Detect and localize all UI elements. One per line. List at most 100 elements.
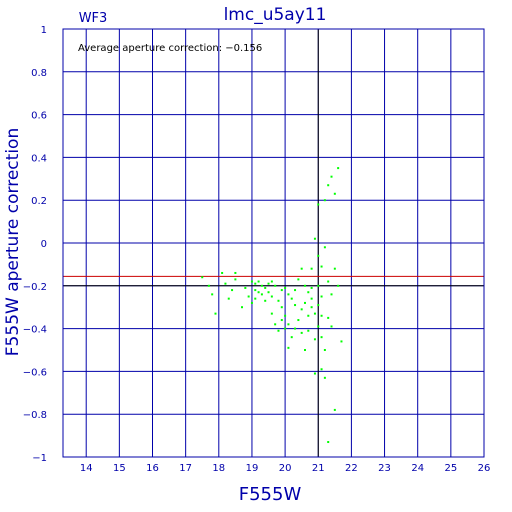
data-point	[310, 286, 313, 289]
data-point	[287, 346, 290, 349]
data-point	[270, 280, 273, 283]
data-point	[317, 203, 320, 206]
y-tick-label: 1	[41, 25, 47, 36]
data-point	[214, 312, 217, 315]
data-point	[313, 338, 316, 341]
reference-lines	[63, 29, 484, 457]
data-point	[287, 323, 290, 326]
data-point	[340, 340, 343, 343]
data-point	[290, 297, 293, 300]
data-point	[280, 289, 283, 292]
data-point	[317, 304, 320, 307]
data-point	[317, 325, 320, 328]
data-point	[327, 280, 330, 283]
data-point	[277, 299, 280, 302]
y-tick-label: 0.6	[31, 111, 47, 122]
data-point	[207, 284, 210, 287]
data-point	[250, 301, 253, 304]
data-point	[201, 276, 204, 279]
y-tick-label: −0.4	[23, 325, 47, 336]
y-tick-label: 0.4	[31, 153, 47, 164]
data-point	[327, 441, 330, 444]
data-point	[284, 286, 287, 289]
data-point	[280, 306, 283, 309]
data-point	[333, 267, 336, 270]
data-point	[260, 293, 263, 296]
data-point	[300, 308, 303, 311]
chart-title: lmc_u5ay11	[224, 5, 327, 25]
x-tick-label: 23	[378, 463, 391, 474]
x-tick-label: 21	[312, 463, 325, 474]
data-point	[317, 254, 320, 257]
data-point	[330, 175, 333, 178]
data-points	[201, 167, 343, 444]
x-tick-label: 20	[279, 463, 292, 474]
x-tick-label: 17	[179, 463, 192, 474]
data-point	[264, 299, 267, 302]
data-point	[303, 284, 306, 287]
data-point	[323, 199, 326, 202]
data-point	[274, 284, 277, 287]
data-point	[310, 306, 313, 309]
data-point	[294, 304, 297, 307]
data-point	[330, 325, 333, 328]
data-point	[320, 368, 323, 371]
data-point	[247, 295, 250, 298]
data-point	[297, 319, 300, 322]
data-point	[270, 312, 273, 315]
x-tick-label: 26	[478, 463, 491, 474]
data-point	[267, 291, 270, 294]
data-point	[320, 295, 323, 298]
data-point	[287, 293, 290, 296]
data-point	[264, 286, 267, 289]
chip-label: WF3	[79, 11, 108, 26]
data-point	[254, 297, 257, 300]
data-point	[310, 267, 313, 270]
data-point	[333, 192, 336, 195]
data-point	[257, 280, 260, 283]
data-point	[337, 284, 340, 287]
data-point	[310, 297, 313, 300]
data-point	[313, 237, 316, 240]
y-tick-label: −0.8	[23, 410, 47, 421]
data-point	[320, 265, 323, 268]
data-point	[284, 314, 287, 317]
y-tick-label: 0	[41, 239, 47, 250]
data-point	[234, 278, 237, 281]
data-point	[313, 312, 316, 315]
data-point	[297, 278, 300, 281]
data-point	[323, 349, 326, 351]
data-point	[227, 297, 230, 300]
data-point	[300, 331, 303, 334]
data-point	[234, 271, 237, 274]
data-point	[254, 282, 257, 285]
data-point	[303, 301, 306, 304]
data-point	[323, 376, 326, 379]
x-tick-label: 25	[444, 463, 457, 474]
data-point	[270, 295, 273, 298]
y-tick-labels: −1 −0.8 −0.6 −0.4 −0.2 0 0.2 0.4 0.6 0.8 1	[23, 25, 47, 464]
data-point	[290, 336, 293, 339]
data-point	[323, 246, 326, 249]
x-tick-label: 18	[212, 463, 225, 474]
data-point	[284, 327, 287, 330]
data-point	[327, 316, 330, 319]
data-point	[320, 314, 323, 317]
data-point	[211, 293, 214, 296]
data-point	[260, 284, 263, 287]
data-point	[280, 319, 283, 322]
data-point	[337, 167, 340, 170]
data-point	[274, 323, 277, 326]
y-tick-label: −0.6	[23, 367, 47, 378]
data-point	[231, 289, 234, 292]
data-point	[267, 282, 270, 285]
y-tick-label: 0.2	[31, 196, 47, 207]
data-point	[307, 329, 310, 332]
y-tick-label: 0.8	[31, 68, 47, 79]
data-point	[277, 329, 280, 332]
plot-frame	[62, 28, 485, 458]
x-tick-label: 22	[345, 463, 358, 474]
data-point	[294, 327, 297, 330]
data-point	[317, 284, 320, 287]
